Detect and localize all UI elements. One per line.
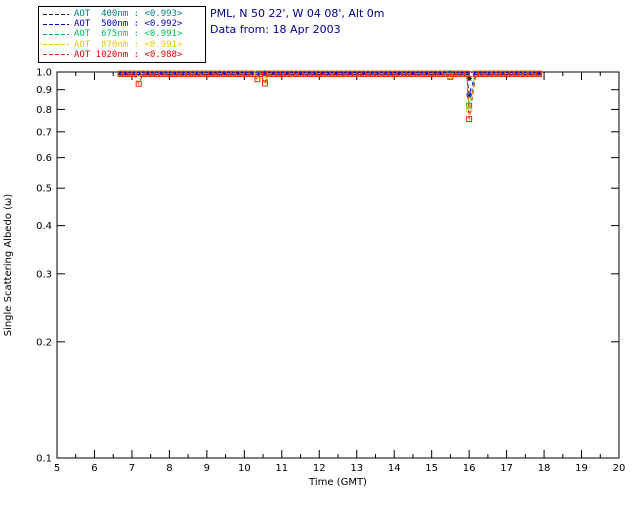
- legend-line-sample: [43, 33, 69, 35]
- y-tick-label: 1.0: [36, 68, 52, 79]
- x-axis-ticks: 5 6 7 8 9 10 11 12 13 14 15 16 17 18 19 20: [54, 72, 626, 474]
- legend-row: AOT 1020nm : <0.988>: [42, 50, 205, 60]
- legend-row: AOT 870nm : <0.991>: [42, 40, 205, 50]
- x-tick-label: 17: [500, 463, 513, 474]
- y-axis-label: Single Scattering Albedo (ω): [3, 193, 14, 337]
- legend-row: AOT 675nm : <0.991>: [42, 29, 205, 39]
- y-tick-label: 0.7: [36, 127, 52, 138]
- x-tick-label: 15: [425, 463, 438, 474]
- legend-row: AOT 400nm : <0.993>: [42, 9, 205, 19]
- x-tick-label: 16: [463, 463, 476, 474]
- legend-line-sample: [43, 23, 69, 25]
- legend-line-sample: [43, 54, 69, 56]
- x-tick-label: 13: [350, 463, 363, 474]
- x-tick-label: 10: [238, 463, 251, 474]
- x-tick-label: 20: [613, 463, 626, 474]
- legend-label: AOT 675nm : <0.991>: [74, 29, 183, 40]
- legend-row: AOT 500nm : <0.992>: [42, 19, 205, 29]
- y-axis-ticks: 0.1 0.2 0.3 0.4 0.5 0.6 0.7 0.8 0.9 1.0: [36, 68, 619, 465]
- x-tick-label: 7: [129, 463, 135, 474]
- y-tick-label: 0.6: [36, 153, 52, 164]
- y-tick-label: 0.1: [36, 454, 52, 465]
- series-aot-1020nm: [117, 71, 542, 123]
- legend-line-sample: [43, 44, 69, 46]
- x-tick-label: 6: [91, 463, 97, 474]
- station-location-text: PML, N 50 22', W 04 08', Alt 0m: [210, 7, 385, 20]
- x-tick-label: 9: [204, 463, 210, 474]
- x-tick-label: 12: [313, 463, 326, 474]
- y-tick-label: 0.4: [36, 221, 52, 232]
- legend-line-sample: [43, 13, 69, 15]
- legend-box: AOT 400nm : <0.993> AOT 500nm : <0.992> …: [38, 6, 206, 63]
- y-tick-label: 0.3: [36, 269, 52, 280]
- legend-label: AOT 870nm : <0.991>: [74, 39, 183, 50]
- y-tick-label: 0.8: [36, 105, 52, 116]
- x-axis-label: Time (GMT): [309, 477, 367, 488]
- x-tick-label: 18: [538, 463, 551, 474]
- data-date-text: Data from: 18 Apr 2003: [210, 23, 341, 36]
- legend-label: AOT 500nm : <0.992>: [74, 19, 183, 30]
- legend-label: AOT 400nm : <0.993>: [74, 9, 183, 20]
- axes: [56, 71, 620, 459]
- series-aot-870nm: [117, 70, 542, 113]
- y-tick-label: 0.5: [36, 184, 52, 195]
- y-tick-label: 0.9: [36, 85, 52, 96]
- y-tick-label: 0.2: [36, 337, 52, 348]
- x-tick-label: 19: [575, 463, 588, 474]
- x-tick-label: 11: [275, 463, 288, 474]
- x-tick-label: 8: [166, 463, 172, 474]
- x-tick-label: 5: [54, 463, 60, 474]
- x-tick-label: 14: [388, 463, 401, 474]
- legend-label: AOT 1020nm : <0.988>: [74, 49, 183, 60]
